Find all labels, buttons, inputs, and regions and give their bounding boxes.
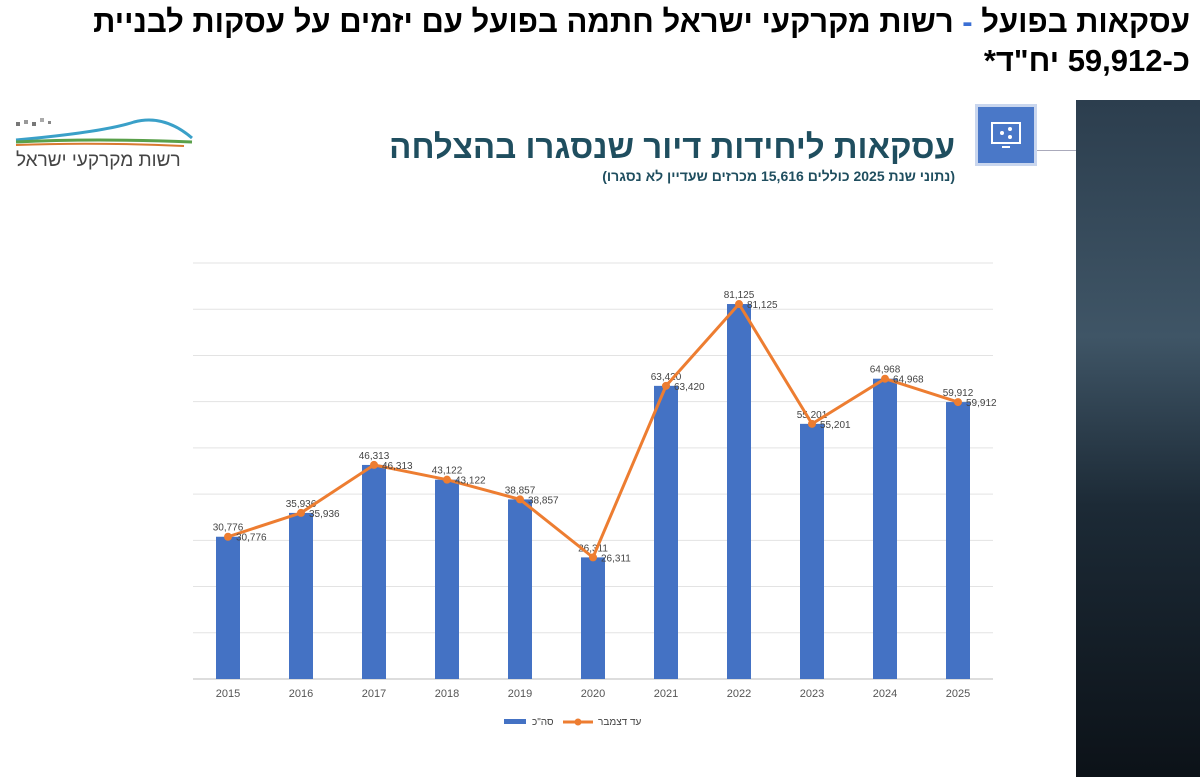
chart-subtitle: (נתוני שנת 2025 כוללים 15,616 מכרזים שעד… — [602, 168, 955, 184]
monitor-share-icon — [975, 104, 1037, 166]
bar-label: 55,201 — [797, 410, 828, 421]
bar-label: 26,311 — [578, 543, 608, 554]
line-point — [224, 532, 232, 541]
line-point — [297, 508, 305, 517]
chart-title: עסקאות ליחידות דיור שנסגרו בהצלחה — [389, 128, 955, 165]
x-tick-label: 2017 — [362, 688, 386, 700]
line-point — [516, 495, 524, 504]
logo-icon — [15, 118, 193, 147]
bar — [727, 304, 751, 679]
line-label: 26,311 — [601, 553, 631, 564]
logo-text: רשות מקרקעי ישראל — [16, 150, 181, 171]
bar — [508, 499, 532, 679]
bar — [289, 512, 313, 679]
line-label: 64,968 — [893, 375, 924, 386]
bar-label: 46,313 — [359, 451, 390, 462]
x-tick-label: 2025 — [946, 688, 970, 700]
bar-label: 30,776 — [213, 523, 244, 534]
divider — [1037, 150, 1077, 151]
line-point — [808, 419, 816, 428]
bar-label: 63,420 — [651, 372, 682, 383]
line-label: 46,313 — [382, 461, 413, 472]
bar — [873, 378, 897, 679]
line-point — [370, 460, 378, 469]
line-point — [589, 553, 597, 562]
x-tick-label: 2016 — [289, 688, 313, 700]
bar — [362, 464, 386, 679]
bar — [216, 536, 240, 679]
headline-part: עסקאות בפועל — [981, 4, 1190, 39]
x-tick-label: 2022 — [727, 688, 751, 700]
x-tick-label: 2024 — [873, 688, 897, 700]
bar — [800, 423, 824, 679]
headline-part: רשות מקרקעי ישראל חתמה בפועל עם יזמים על… — [93, 4, 1190, 78]
x-tick-label: 2019 — [508, 688, 532, 700]
line-point — [662, 381, 670, 390]
legend-line-marker — [574, 718, 582, 726]
x-tick-label: 2020 — [581, 688, 605, 700]
legend-label: סה"כ — [532, 717, 554, 728]
bar-label: 59,912 — [943, 388, 974, 399]
line-point — [735, 300, 743, 309]
city-network-image — [1076, 100, 1200, 777]
bar-label: 43,122 — [432, 466, 463, 477]
line-label: 35,936 — [309, 509, 340, 520]
line-label: 63,420 — [674, 382, 705, 393]
line-label: 55,201 — [820, 420, 851, 431]
x-tick-label: 2015 — [216, 688, 240, 700]
bar — [946, 402, 970, 679]
bar-label: 81,125 — [724, 290, 755, 301]
legend-label: עד דצמבר — [598, 717, 642, 728]
line-label: 43,122 — [455, 476, 486, 487]
bar — [654, 385, 678, 679]
bar-label: 35,936 — [286, 499, 317, 510]
line-point — [954, 398, 962, 407]
headline: עסקאות בפועל - רשות מקרקעי ישראל חתמה בפ… — [10, 2, 1190, 80]
x-tick-label: 2021 — [654, 688, 678, 700]
bar — [581, 557, 605, 679]
bar-label: 38,857 — [505, 485, 536, 496]
line-label: 81,125 — [747, 300, 778, 311]
x-tick-label: 2018 — [435, 688, 459, 700]
bar-label: 64,968 — [870, 365, 901, 376]
legend-bar-swatch — [504, 719, 526, 724]
line-label: 59,912 — [966, 398, 997, 409]
line-point — [443, 475, 451, 484]
line-label: 38,857 — [528, 495, 559, 506]
bar — [435, 479, 459, 679]
x-tick-label: 2023 — [800, 688, 824, 700]
line-point — [881, 374, 889, 383]
headline-dash: - — [953, 4, 982, 39]
line-label: 30,776 — [236, 533, 267, 544]
